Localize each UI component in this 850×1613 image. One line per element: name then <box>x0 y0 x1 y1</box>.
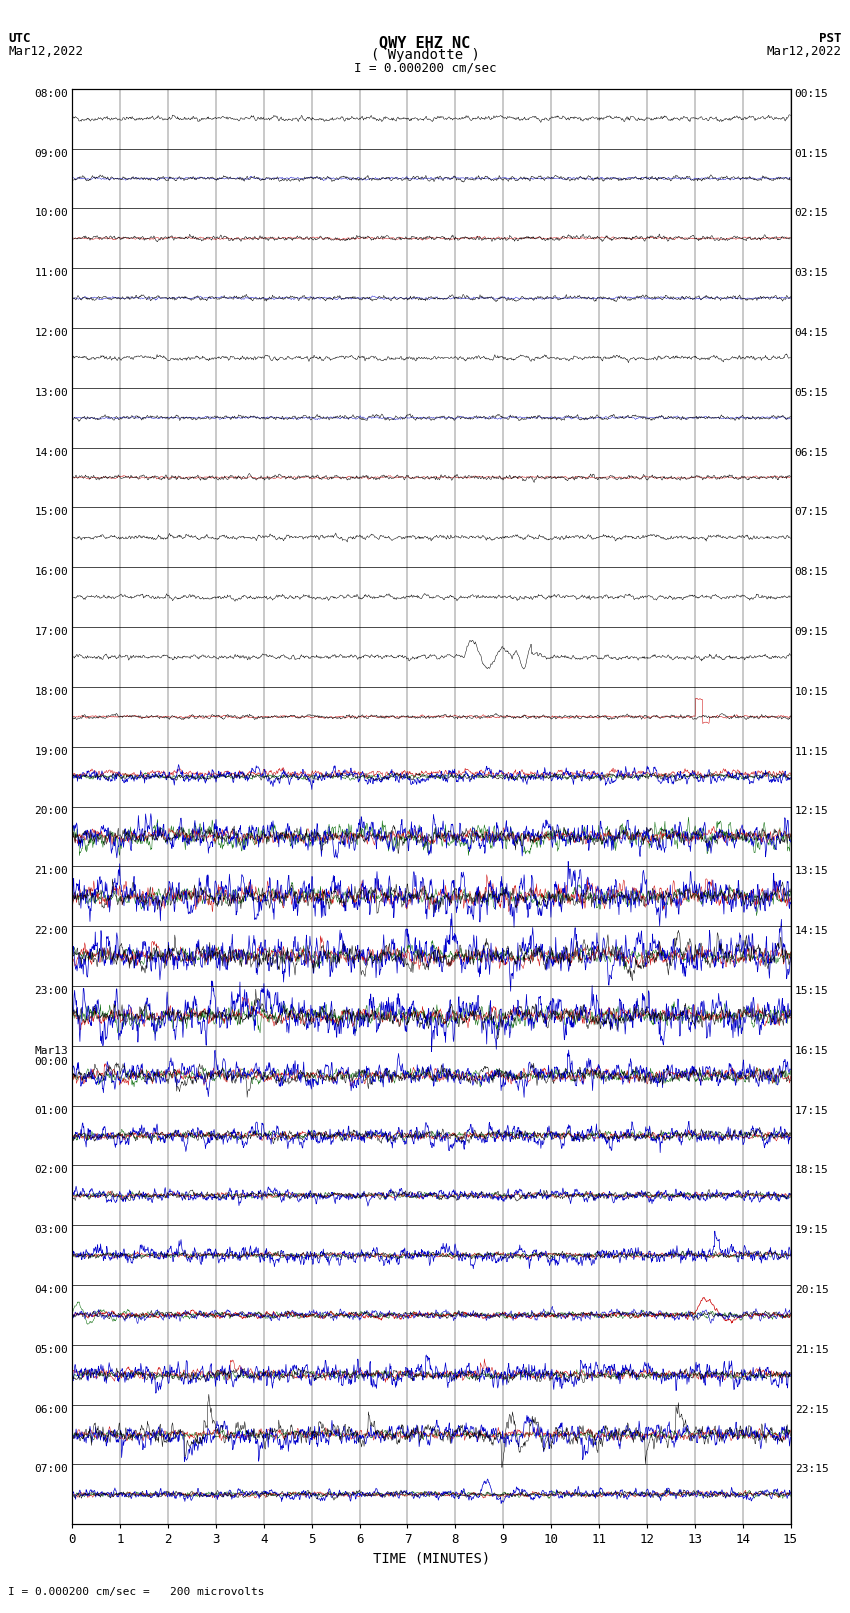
Text: Mar12,2022: Mar12,2022 <box>8 45 83 58</box>
Text: Mar12,2022: Mar12,2022 <box>767 45 842 58</box>
Text: I = 0.000200 cm/sec =   200 microvolts: I = 0.000200 cm/sec = 200 microvolts <box>8 1587 265 1597</box>
Text: ( Wyandotte ): ( Wyandotte ) <box>371 48 479 63</box>
X-axis label: TIME (MINUTES): TIME (MINUTES) <box>373 1552 490 1566</box>
Text: PST: PST <box>819 32 842 45</box>
Text: QWY EHZ NC: QWY EHZ NC <box>379 35 471 50</box>
Text: UTC: UTC <box>8 32 31 45</box>
Text: I = 0.000200 cm/sec: I = 0.000200 cm/sec <box>354 61 496 74</box>
